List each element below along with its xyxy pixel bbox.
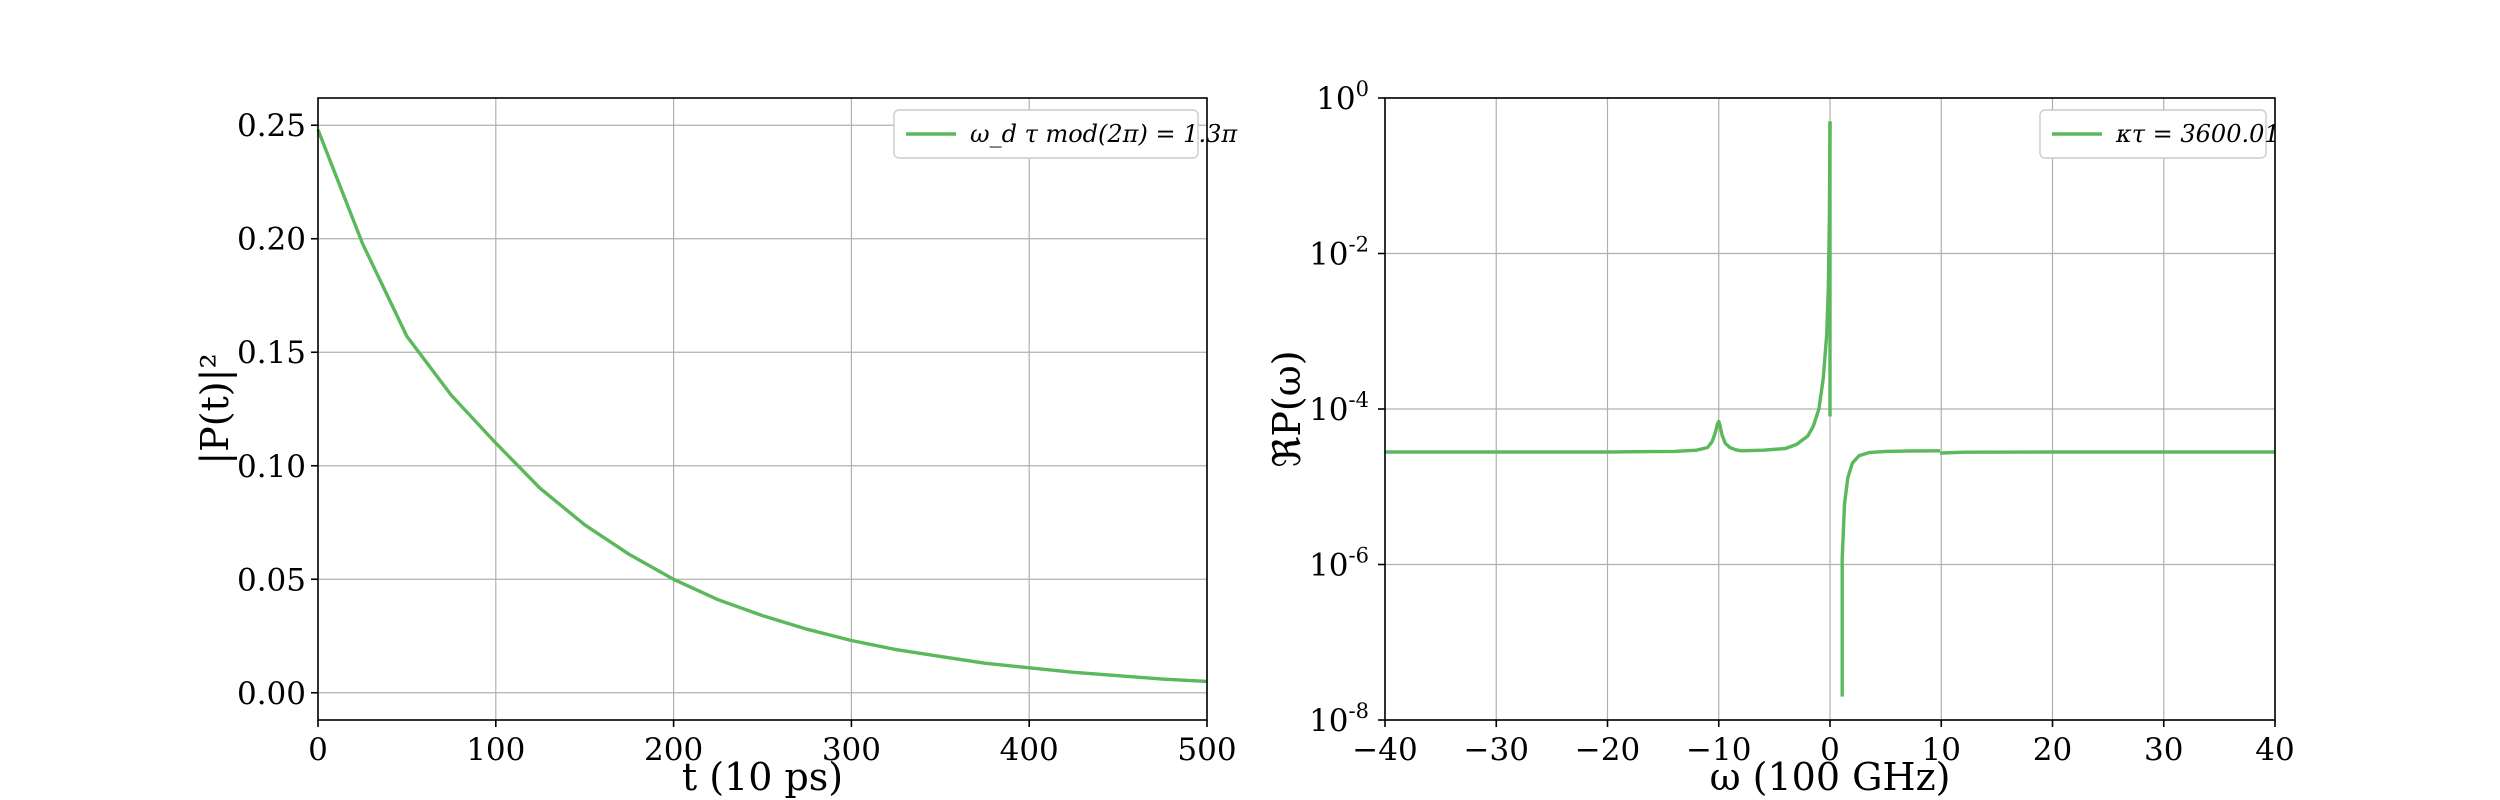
y-tick-label: 0.10 — [237, 449, 306, 485]
x-tick-label: 40 — [2255, 732, 2294, 768]
y-tick-base: 10 — [1309, 392, 1348, 428]
legend: ω_d τ mod(2π) = 1.3π — [893, 109, 1238, 159]
y-tick-label: 0.25 — [237, 108, 306, 144]
series-line-segment — [1940, 450, 2275, 455]
y-tick-exponent: -8 — [1349, 699, 1369, 723]
x-tick-label: 20 — [2033, 732, 2072, 768]
x-tick-label: 10 — [1922, 732, 1961, 768]
y-tick-exponent: -6 — [1349, 544, 1369, 568]
legend: κτ = 3600.01 — [2039, 109, 2280, 159]
legend-label: κτ = 3600.01 — [2115, 120, 2280, 148]
spectrum-chart: −40 −30 −20 −10 0 10 20 30 4010-810-610-410-2100… — [1265, 77, 2295, 799]
x-tick-label: −40 — [1352, 732, 1417, 768]
y-tick-label: 10-6 — [1309, 544, 1369, 584]
series-line — [316, 129, 1208, 684]
x-tick-label: 300 — [822, 732, 881, 768]
y-tick-label: 10-4 — [1309, 388, 1369, 428]
x-axis-label: t (10 ps) — [682, 755, 843, 799]
y-tick-label: 0.15 — [237, 335, 306, 371]
plot-frame — [1384, 97, 2276, 721]
x-tick-label: 100 — [466, 732, 525, 768]
decay-chart: 0 100 200 300 400 500 0.00 0.05 0.10 0.15 0.20 0.25… — [193, 97, 1238, 799]
y-tick-base: 10 — [1309, 548, 1348, 584]
plot-frame — [317, 97, 1208, 721]
x-tick-label: −30 — [1464, 732, 1529, 768]
y-tick-label: 10-8 — [1309, 699, 1369, 739]
y-axis-label: |P(t)|² — [193, 353, 237, 464]
y-tick-base: 10 — [1316, 81, 1355, 117]
y-tick-exponent: -4 — [1349, 388, 1369, 412]
y-tick-label: 0.05 — [237, 562, 306, 598]
y-tick-base: 10 — [1309, 703, 1348, 739]
legend-box — [2039, 109, 2267, 159]
y-tick-label: 100 — [1316, 77, 1369, 117]
y-tick-label: 0.00 — [237, 676, 306, 712]
y-tick-label: 10-2 — [1309, 233, 1369, 273]
series-line-segment — [1385, 121, 1832, 454]
y-axis-label: ℜP(ω) — [1265, 350, 1309, 467]
y-tick-base: 10 — [1309, 237, 1348, 273]
x-tick-label: −10 — [1686, 732, 1751, 768]
legend-box — [893, 109, 1199, 159]
x-tick-label: 0 — [308, 732, 328, 768]
x-tick-label: −20 — [1575, 732, 1640, 768]
x-tick-label: 30 — [2144, 732, 2183, 768]
legend-label: ω_d τ mod(2π) = 1.3π — [970, 120, 1238, 148]
y-tick-exponent: 0 — [1356, 77, 1369, 101]
x-tick-label: 0 — [1820, 732, 1840, 768]
y-tick-exponent: -2 — [1349, 233, 1369, 257]
x-axis-label: ω (100 GHz) — [1710, 755, 1951, 799]
x-tick-label: 400 — [1000, 732, 1059, 768]
x-tick-label: 200 — [644, 732, 703, 768]
x-tick-label: 500 — [1177, 732, 1236, 768]
series-line-segment — [1840, 449, 1941, 697]
y-tick-label: 0.20 — [237, 222, 306, 258]
